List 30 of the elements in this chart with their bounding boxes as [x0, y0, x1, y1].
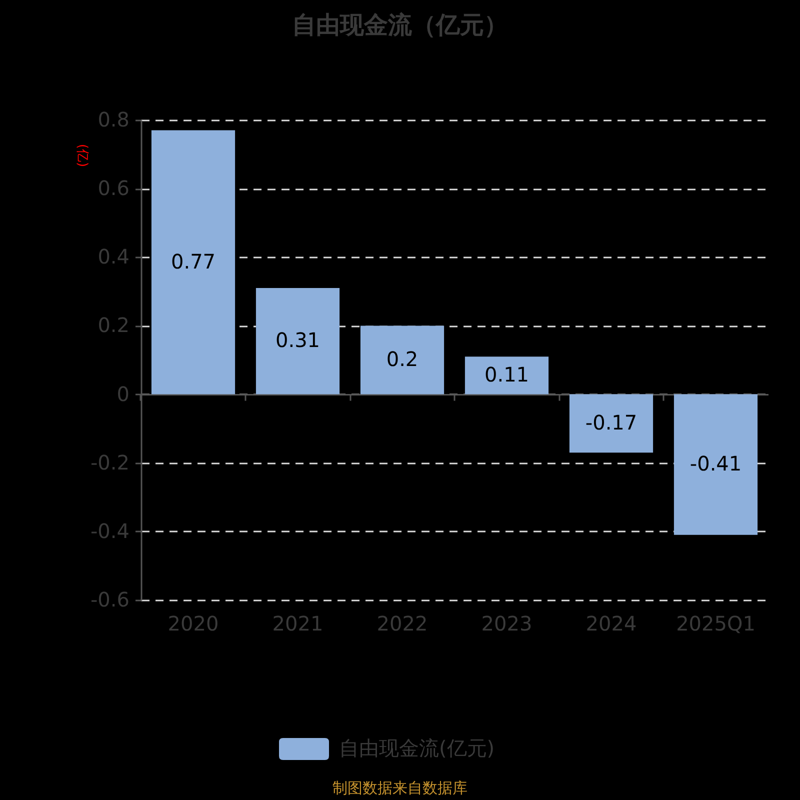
bar [151, 130, 236, 394]
data-label: -0.41 [690, 452, 742, 476]
bar [674, 394, 758, 535]
bar [256, 288, 340, 394]
text: 制图数据来自数据库 [332, 779, 468, 797]
y-tick-label: 0.6 [98, 176, 130, 200]
x-tick-label: 2020 [168, 612, 219, 636]
bar [464, 356, 549, 394]
x-tick-label: 2022 [376, 612, 428, 636]
chart-title: 自由现金流（亿元） [292, 11, 508, 39]
data-label: 0.2 [386, 347, 418, 371]
y-tick-label: 0.2 [98, 313, 130, 338]
bar [360, 326, 444, 394]
bar [569, 394, 654, 453]
y-tick-label: 0 [116, 382, 130, 406]
legend-label: 自由现金流(亿元) [339, 736, 495, 760]
x-tick-label: 2021 [272, 612, 324, 636]
x-tick-label: 2024 [586, 612, 637, 636]
y-tick-label: -0.6 [90, 588, 130, 612]
data-label: -0.17 [585, 410, 638, 434]
x-tick-label: 2023 [481, 612, 532, 636]
y-tick-label: -0.2 [90, 450, 130, 474]
y-tick-label: 0.4 [98, 244, 130, 269]
y-tick-label: -0.4 [90, 518, 130, 543]
data-label: 0.31 [275, 328, 320, 352]
y-tick-label: 0.8 [98, 108, 130, 132]
data-label: 0.11 [484, 362, 530, 386]
x-tick-label: 2025Q1 [676, 612, 756, 636]
data-label: 0.77 [170, 249, 216, 274]
y-axis-title: (亿) [74, 144, 90, 168]
